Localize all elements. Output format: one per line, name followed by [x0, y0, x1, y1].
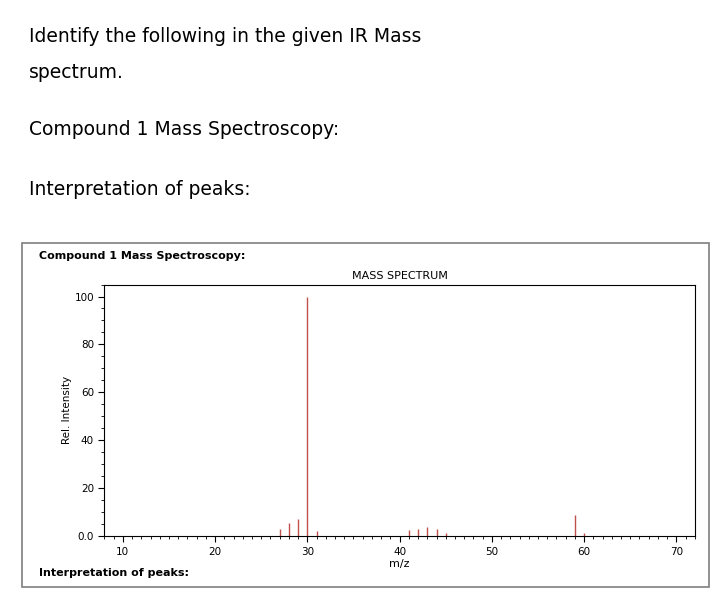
Title: MASS SPECTRUM: MASS SPECTRUM	[351, 271, 448, 281]
Text: Compound 1 Mass Spectroscopy:: Compound 1 Mass Spectroscopy:	[29, 120, 339, 139]
Y-axis label: Rel. Intensity: Rel. Intensity	[62, 376, 71, 444]
Text: Identify the following in the given IR Mass: Identify the following in the given IR M…	[29, 27, 421, 46]
Text: Interpretation of peaks:: Interpretation of peaks:	[29, 180, 251, 199]
X-axis label: m/z: m/z	[390, 559, 410, 569]
Text: Compound 1 Mass Spectroscopy:: Compound 1 Mass Spectroscopy:	[39, 251, 246, 261]
Text: Interpretation of peaks:: Interpretation of peaks:	[39, 568, 189, 578]
Text: spectrum.: spectrum.	[29, 63, 124, 82]
